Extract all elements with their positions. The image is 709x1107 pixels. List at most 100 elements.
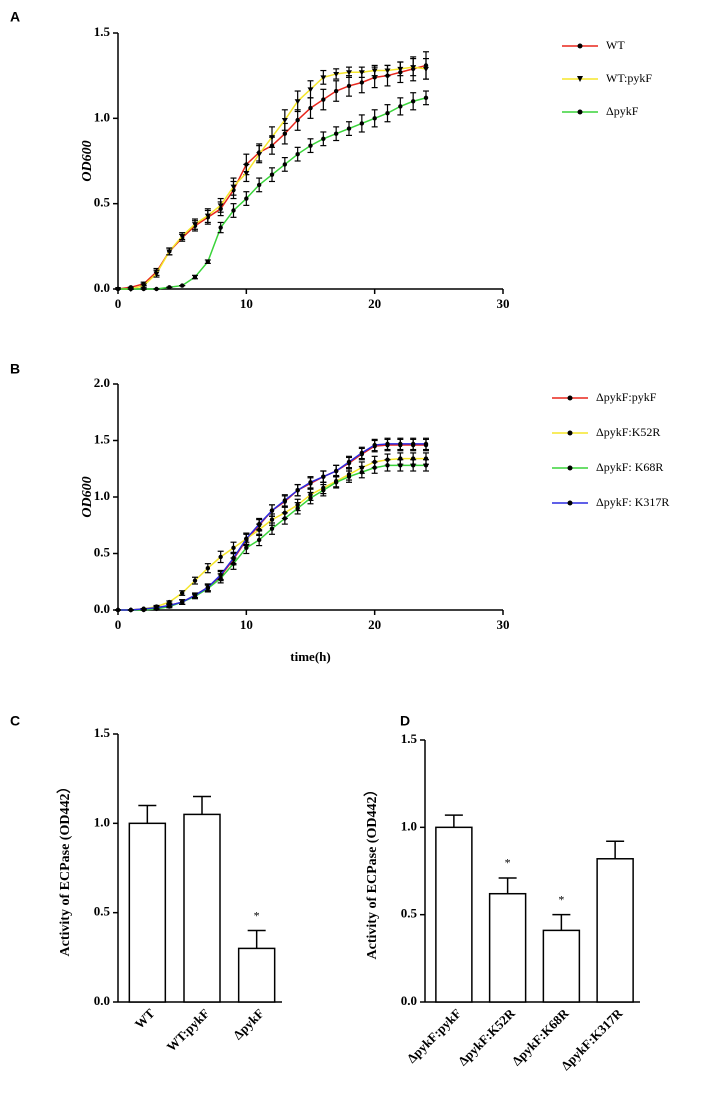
panel-label: C: [10, 713, 20, 729]
point: [179, 590, 185, 596]
y-tick-label: 0.0: [94, 993, 110, 1008]
x-tick-label: WT:pykF: [163, 1006, 212, 1055]
error-bar: [320, 483, 327, 497]
error-bar: [193, 795, 211, 815]
point: [269, 526, 275, 531]
error-bar: [243, 163, 250, 183]
error-bar: [358, 66, 365, 78]
error-bar: [552, 913, 571, 931]
error-bar: [179, 599, 186, 605]
error-bar: [307, 80, 314, 99]
point: [423, 463, 429, 468]
legend-marker: [567, 430, 573, 436]
point: [294, 99, 301, 105]
point: [167, 599, 172, 605]
error-bar: [230, 551, 237, 565]
error-bar: [192, 576, 198, 585]
point: [244, 196, 249, 201]
point: [359, 450, 365, 456]
point: [231, 555, 236, 561]
error-bar: [307, 491, 314, 505]
x-tick-label: 0: [115, 296, 122, 311]
error-bar: [256, 177, 263, 193]
point: [397, 66, 404, 72]
error-bar: [192, 218, 198, 230]
panel-label: A: [10, 9, 20, 25]
point: [333, 468, 339, 474]
y-tick-label: 1.5: [94, 431, 111, 446]
point: [321, 136, 326, 142]
point: [179, 599, 185, 605]
point: [333, 88, 339, 94]
point: [204, 213, 211, 219]
point: [269, 135, 275, 141]
x-tick-label: ΔpykF: [230, 1006, 267, 1043]
legend-marker: [577, 109, 583, 115]
point: [218, 572, 223, 578]
point: [192, 593, 198, 598]
point: [128, 286, 134, 292]
point: [385, 463, 390, 468]
error-bar: [358, 446, 365, 460]
point: [359, 469, 365, 475]
point: [410, 99, 416, 104]
significance: *: [254, 908, 260, 922]
point: [346, 459, 352, 465]
error-bar: [444, 814, 463, 828]
y-tick-label: 1.5: [94, 725, 111, 740]
error-bar: [397, 61, 404, 77]
error-bar: [294, 502, 301, 515]
error-bar: [358, 114, 365, 133]
error-bar: [140, 286, 147, 292]
error-bar: [115, 607, 121, 613]
point: [308, 143, 313, 148]
error-bar: [256, 145, 263, 164]
significance: *: [505, 856, 511, 870]
error-bar: [423, 90, 429, 106]
error-bar: [371, 64, 378, 77]
point: [346, 83, 352, 89]
point: [167, 603, 172, 608]
point: [282, 131, 288, 136]
point: [179, 283, 185, 288]
point: [115, 607, 121, 613]
error-bar: [346, 470, 352, 483]
x-tick-label: 0: [115, 617, 122, 632]
error-bar: [269, 126, 275, 148]
error-bar: [230, 177, 237, 196]
error-bar: [397, 459, 404, 472]
error-bar: [346, 75, 352, 97]
y-tick-label: 1.5: [94, 24, 111, 39]
point: [256, 182, 262, 188]
error-bar: [127, 607, 134, 613]
point: [423, 95, 429, 101]
point: [308, 105, 313, 111]
error-bar: [358, 465, 365, 479]
error-bar: [333, 126, 340, 142]
point: [359, 80, 365, 85]
error-bar: [346, 66, 352, 78]
error-bar: [243, 191, 250, 206]
point: [321, 97, 326, 102]
error-bar: [606, 840, 625, 859]
point: [333, 131, 339, 136]
point: [205, 585, 211, 590]
legend-marker: [567, 465, 573, 471]
error-bar: [247, 929, 266, 949]
error-bar: [307, 476, 314, 489]
error-bar: [384, 104, 391, 123]
point: [333, 71, 340, 77]
point: [295, 117, 300, 123]
error-bar: [371, 461, 378, 474]
point: [269, 517, 275, 522]
y-tick-label: 1.0: [94, 109, 110, 124]
point: [384, 68, 391, 74]
point: [243, 170, 250, 176]
point: [167, 285, 172, 290]
error-bar: [410, 92, 417, 111]
error-bar: [346, 455, 352, 469]
point: [282, 162, 288, 167]
x-tick-label: 10: [240, 296, 253, 311]
significance: *: [558, 892, 564, 906]
